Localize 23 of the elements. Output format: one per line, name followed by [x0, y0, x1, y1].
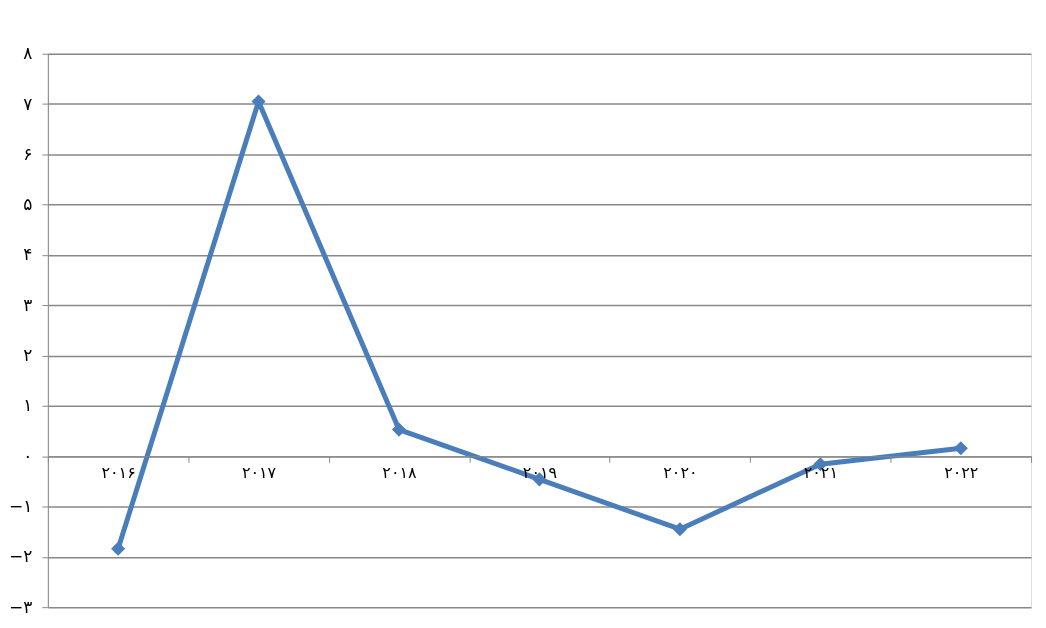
x-tick-label: ۲۰۱۸ [382, 462, 418, 482]
x-tick-label: ۲۰۲۲ [944, 462, 979, 482]
y-tick-label: ۱ [23, 395, 33, 416]
y-tick-label: ۰ [23, 445, 33, 466]
y-tick-label: ۶ [23, 143, 33, 164]
point [391, 422, 407, 437]
y-tick-label: −۳ [9, 596, 33, 617]
x-tick-label: ۲۰۲۰ [663, 462, 698, 482]
x-tick-label: ۲۰۱۹ [522, 462, 558, 482]
y-tick-label: ۷ [23, 93, 33, 114]
x-tick-label: ۲۰۲۱ [803, 462, 838, 482]
x-tick-label: ۲۰۱۶ [101, 462, 136, 482]
y-tick-label: ۵ [23, 194, 33, 215]
point [111, 541, 126, 556]
y-tick-label: −۱ [9, 496, 33, 517]
y-tick-label: ۴ [23, 244, 33, 265]
x-tick-label: ۲۰۱۷ [241, 462, 277, 482]
point [953, 441, 968, 456]
y-tick-label: −۲ [9, 546, 33, 567]
y-tick-label: ۸ [23, 43, 33, 64]
y-tick-label: ۲ [23, 345, 33, 366]
y-tick-label: ۳ [23, 294, 33, 315]
point [672, 522, 687, 537]
